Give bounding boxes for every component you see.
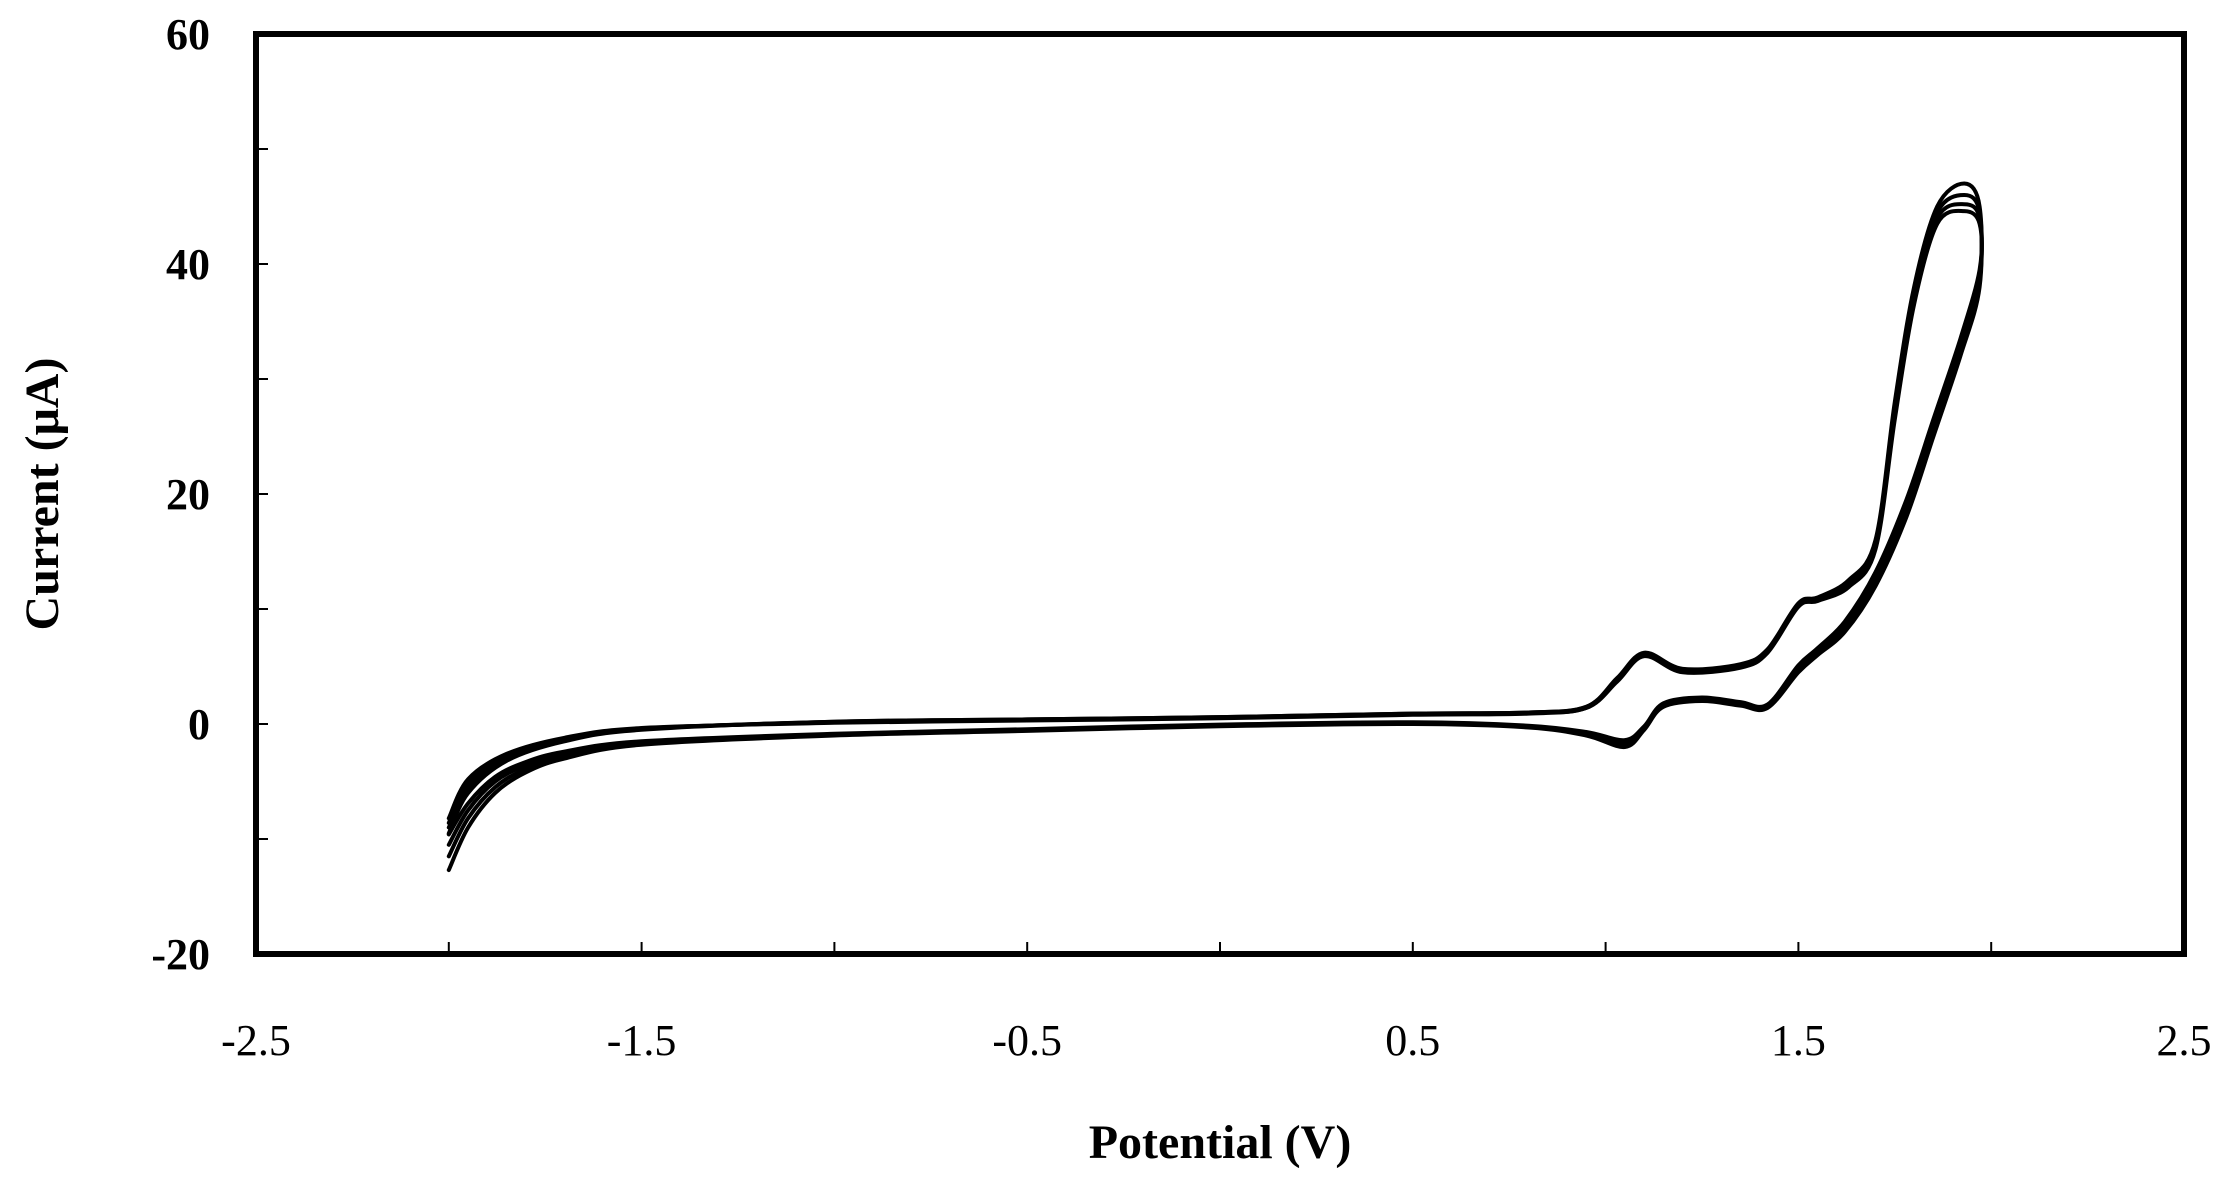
tick-label-group: -2.5 -1.5 -0.5 0.5 1.5 2.5 -20 0 20 40 60 <box>151 10 2211 1065</box>
cv-cycle-4 <box>446 208 1984 837</box>
cv-cycle-3 <box>446 202 1984 847</box>
x-axis-label: Potential (V) <box>1089 1116 1352 1169</box>
y-tick-label: -20 <box>151 930 210 979</box>
x-tick-label: -1.5 <box>607 1016 677 1065</box>
y-tick-label: 40 <box>166 240 210 289</box>
y-tick-label: 0 <box>188 700 210 749</box>
y-tick-label: 60 <box>166 10 210 59</box>
tick-group <box>255 33 2185 955</box>
x-tick-label: 1.5 <box>1771 1016 1826 1065</box>
y-axis-label: Current (μA) <box>16 358 69 631</box>
curve-group <box>446 181 1984 872</box>
x-tick-label: -0.5 <box>992 1016 1062 1065</box>
cv-cycle-1 <box>446 181 1984 872</box>
plot-frame <box>253 31 2187 957</box>
x-tick-label: -2.5 <box>221 1016 291 1065</box>
y-tick-label: 20 <box>166 470 210 519</box>
x-tick-label: 0.5 <box>1385 1016 1440 1065</box>
x-tick-label: 2.5 <box>2157 1016 2212 1065</box>
cv-cycle-2 <box>446 193 1984 859</box>
